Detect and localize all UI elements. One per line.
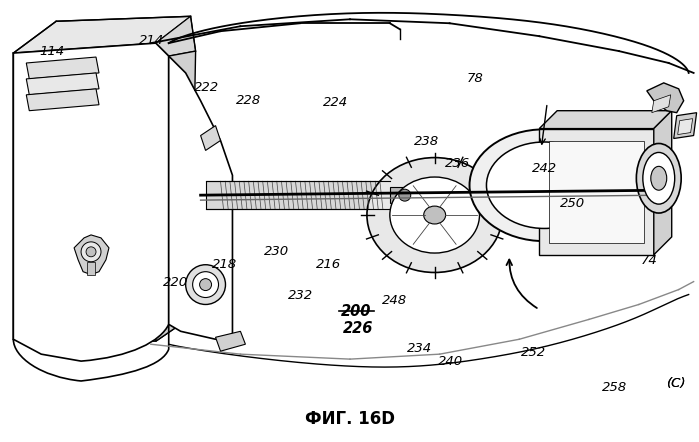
Text: 230: 230 <box>264 245 289 258</box>
Text: 250: 250 <box>560 197 585 210</box>
Polygon shape <box>13 43 168 341</box>
Polygon shape <box>156 51 196 341</box>
Circle shape <box>81 242 101 262</box>
Polygon shape <box>156 16 196 56</box>
Text: 248: 248 <box>382 293 408 307</box>
Circle shape <box>186 265 226 305</box>
Circle shape <box>200 278 212 290</box>
Text: ФИГ. 16D: ФИГ. 16D <box>305 410 395 428</box>
Polygon shape <box>87 262 95 274</box>
Text: 232: 232 <box>288 289 313 302</box>
Polygon shape <box>27 57 99 79</box>
Ellipse shape <box>390 177 480 253</box>
Text: 78: 78 <box>466 72 483 85</box>
Text: 218: 218 <box>212 259 237 271</box>
Ellipse shape <box>636 144 682 213</box>
Text: 228: 228 <box>236 94 261 107</box>
Circle shape <box>399 189 411 201</box>
Text: 234: 234 <box>407 342 432 355</box>
Text: 214: 214 <box>138 34 164 47</box>
Polygon shape <box>206 181 390 209</box>
PathPatch shape <box>13 43 168 361</box>
Text: 240: 240 <box>438 355 463 368</box>
Text: 74: 74 <box>640 254 657 267</box>
Text: 238: 238 <box>414 135 439 149</box>
Text: 220: 220 <box>163 276 188 289</box>
Polygon shape <box>13 16 191 53</box>
Polygon shape <box>539 129 654 255</box>
Text: 258: 258 <box>602 381 626 394</box>
Text: 236: 236 <box>445 157 470 171</box>
Polygon shape <box>74 235 109 274</box>
Ellipse shape <box>470 130 619 241</box>
Polygon shape <box>201 126 220 150</box>
Text: 114: 114 <box>39 46 64 58</box>
Text: 216: 216 <box>316 259 341 271</box>
Polygon shape <box>215 332 245 351</box>
Text: 252: 252 <box>521 346 547 359</box>
Polygon shape <box>168 56 233 339</box>
Circle shape <box>86 247 96 257</box>
Text: 200: 200 <box>341 304 372 319</box>
Polygon shape <box>654 110 672 255</box>
Polygon shape <box>651 95 671 113</box>
Polygon shape <box>27 73 99 95</box>
Polygon shape <box>390 187 415 203</box>
Ellipse shape <box>367 158 503 272</box>
Text: 242: 242 <box>532 162 557 175</box>
Text: 226: 226 <box>343 321 373 336</box>
Text: 222: 222 <box>194 80 219 94</box>
Text: 224: 224 <box>323 96 348 109</box>
Polygon shape <box>549 141 644 243</box>
Polygon shape <box>678 118 693 134</box>
Circle shape <box>193 272 219 297</box>
Ellipse shape <box>643 152 675 204</box>
Ellipse shape <box>424 206 446 224</box>
Text: (C): (C) <box>667 377 686 390</box>
Polygon shape <box>674 113 697 138</box>
Polygon shape <box>13 312 191 341</box>
Polygon shape <box>27 89 99 110</box>
Text: (C): (C) <box>667 377 686 390</box>
Ellipse shape <box>651 166 667 190</box>
Ellipse shape <box>487 142 602 229</box>
Polygon shape <box>539 110 672 129</box>
Polygon shape <box>647 83 684 113</box>
